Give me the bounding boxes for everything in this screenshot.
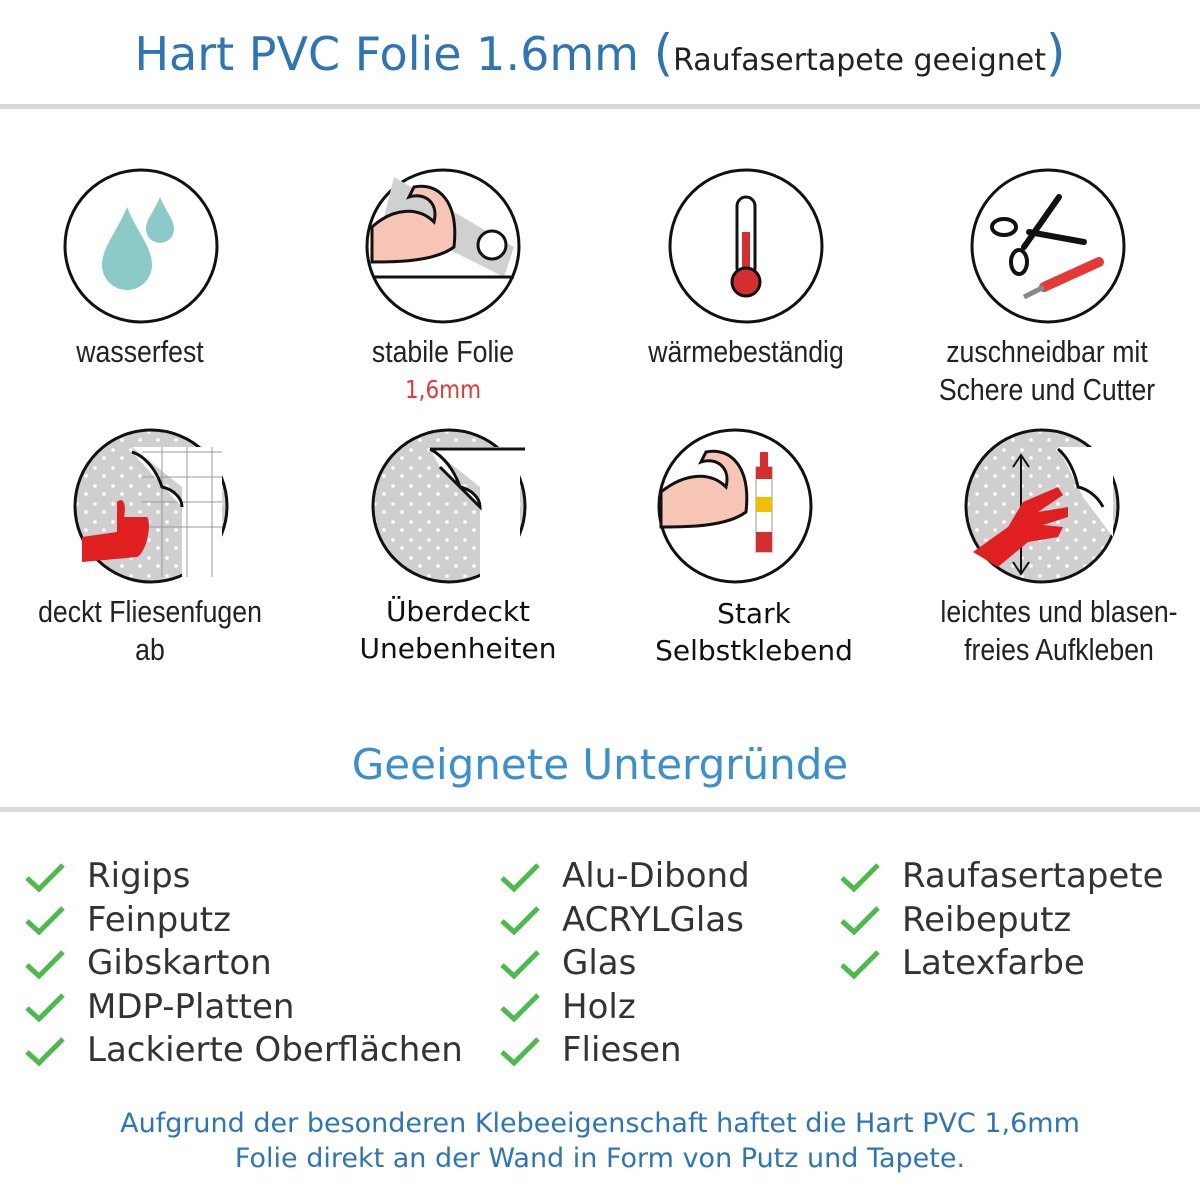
hand-smooth-icon [964, 428, 1120, 584]
strong-arm-roll-icon [365, 168, 521, 324]
surface-label: Gibskarton [87, 943, 272, 983]
surface-item: Lackierte Oberflächen [25, 1029, 463, 1073]
page-title: Hart PVC Folie 1.6mm (Raufasertapete gee… [134, 24, 1066, 82]
surface-label: MDP-Platten [87, 986, 295, 1027]
check-icon [840, 949, 880, 979]
surface-item: MDP-Platten [25, 986, 463, 1030]
surface-label: Rigips [87, 856, 191, 896]
surface-item: Glas [500, 942, 750, 986]
thermometer-icon [668, 168, 824, 324]
thumbs-up-tiles-icon [73, 428, 229, 584]
subtitle-text: Raufasertapete geeignet [673, 43, 1047, 78]
surface-item: Feinputz [25, 899, 463, 943]
section-title: Geeignete Untergründe [351, 740, 849, 789]
feature-label-waermebestaendig: wärmebeständig [648, 334, 844, 369]
surface-item: Holz [500, 986, 750, 1030]
check-icon [25, 906, 65, 936]
surface-label: Reibeputz [902, 899, 1072, 940]
surface-label: Glas [562, 943, 637, 983]
feature-label-zuschneidbar: zuschneidbar mit Schere und Cutter [938, 334, 1156, 407]
scissors-cutter-icon [970, 168, 1126, 324]
foil-corner-icon [371, 428, 527, 584]
surface-item: Rigips [25, 855, 463, 899]
check-icon [25, 993, 65, 1023]
surface-label: Raufasertapete [902, 856, 1164, 896]
check-icon [25, 949, 65, 979]
surface-item: Fliesen [500, 1029, 750, 1073]
surfaces-column-2: Alu-Dibond ACRYLGlas Glas Holz Fliesen [500, 855, 750, 1073]
surface-item: Alu-Dibond [500, 855, 750, 899]
surface-item: Gibskarton [25, 942, 463, 986]
check-icon [500, 862, 540, 892]
surface-item: ACRYLGlas [500, 899, 750, 943]
water-drops-icon [63, 168, 219, 324]
check-icon [500, 1036, 540, 1066]
check-icon [840, 906, 880, 936]
check-icon [500, 906, 540, 936]
feature-label-wasserfest: wasserfest [76, 334, 204, 369]
surface-item: Raufasertapete [840, 855, 1164, 899]
check-icon [840, 862, 880, 892]
feature-label-unebenheiten: Überdeckt Unebenheiten [359, 595, 557, 665]
divider [0, 104, 1200, 109]
surfaces-column-1: Rigips Feinputz Gibskarton MDP-Platten Lacki… [25, 855, 463, 1073]
thickness-highlight: 1,6mm [404, 375, 482, 404]
feature-label-aufkleben: leichtes und blasen-freies Aufkleben [940, 594, 1178, 667]
title-text: Hart PVC Folie 1.6mm [134, 27, 639, 81]
surface-label: Holz [562, 986, 636, 1027]
check-icon [25, 1036, 65, 1066]
feature-label-selbstklebend: Stark Selbstklebend [655, 597, 853, 667]
surface-item: Reibeputz [840, 899, 1164, 943]
check-icon [500, 993, 540, 1023]
surface-label: Alu-Dibond [562, 856, 750, 896]
surfaces-column-3: Raufasertapete Reibeputz Latexfarbe [840, 855, 1164, 986]
surface-label: Lackierte Oberflächen [87, 1030, 463, 1070]
check-icon [500, 949, 540, 979]
surface-label: Fliesen [562, 1030, 682, 1070]
surface-label: Feinputz [87, 899, 231, 940]
surface-item: Latexfarbe [840, 942, 1164, 986]
feature-label-fliesenfugen: deckt Fliesenfugen ab [38, 594, 262, 667]
surface-label: Latexfarbe [902, 943, 1085, 983]
divider [0, 807, 1200, 812]
footer-note: Aufgrund der besonderen Klebeeigenschaft… [120, 1108, 1080, 1174]
arm-glue-icon [657, 428, 813, 584]
check-icon [25, 862, 65, 892]
feature-label-stabile-folie: stabile Folie 1,6mm [314, 333, 572, 409]
surface-label: ACRYLGlas [562, 899, 744, 940]
